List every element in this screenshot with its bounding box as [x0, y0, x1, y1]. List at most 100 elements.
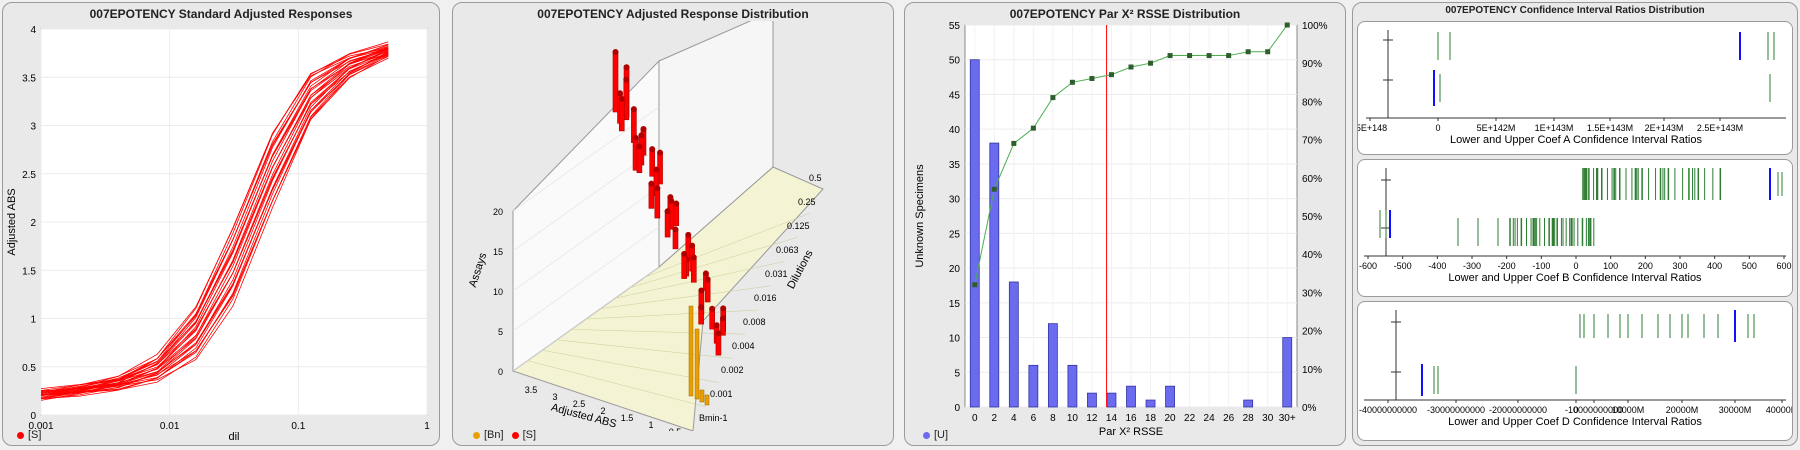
- cumulative-point: [1050, 95, 1056, 101]
- x-axis-title: dil: [228, 431, 239, 441]
- y2-tick-label: 90%: [1302, 59, 1322, 70]
- histogram-bar: [1145, 399, 1156, 408]
- bar-s: [715, 332, 722, 356]
- y-tick-label: 20: [949, 264, 961, 275]
- x-tick-label: 24: [1204, 413, 1216, 424]
- y-tick-label: 40: [949, 125, 961, 136]
- legend-dot-icon: [511, 431, 519, 439]
- x-tick-label: 30000M: [1719, 405, 1752, 415]
- cumulative-point: [1030, 125, 1036, 131]
- histogram-bar: [1028, 364, 1039, 408]
- x-tick-label: 1.5E+143M: [1587, 123, 1633, 133]
- bar-cap: [630, 106, 637, 113]
- cumulative-point: [1011, 140, 1017, 146]
- bar-cap: [702, 270, 709, 277]
- bar-cap: [668, 197, 675, 204]
- panel-title: 007EPOTENCY Confidence Interval Ratios D…: [1445, 5, 1705, 16]
- bar-cap: [690, 254, 697, 261]
- x-axis-title: Par X² RSSE: [1099, 426, 1163, 438]
- wall-gridline: [512, 226, 660, 332]
- x-tick-label: 1: [424, 421, 430, 432]
- back-wall-right: [658, 21, 774, 269]
- x-tick-label: -500: [1394, 261, 1412, 271]
- bar-cap: [713, 322, 720, 329]
- x-tick-label: 0.001: [28, 421, 53, 432]
- x-tick-label: 2: [992, 413, 998, 424]
- bar-cap: [709, 305, 716, 312]
- cumulative-point: [1245, 49, 1251, 55]
- coef-a-plot: -5E+148 0 5E+142M 1E+143M 1.5E+143M 2E+143M 2.…: [1353, 30, 1786, 146]
- z-axis-title: Assays: [467, 251, 490, 289]
- floor-gridline: [629, 237, 798, 289]
- bar-bn: [699, 389, 705, 403]
- curve-line: [40, 51, 389, 400]
- z-tick-label: 20: [493, 207, 503, 217]
- x-tick-label: 0: [1435, 123, 1440, 133]
- y-tick-label: 45: [949, 90, 961, 101]
- floor-gridline: [644, 212, 811, 278]
- x-tick-label: 22: [1184, 413, 1196, 424]
- y2-tick-label: 30%: [1302, 288, 1322, 299]
- bar-cap: [636, 143, 643, 150]
- y2-tick-label: 50%: [1302, 212, 1322, 223]
- y-tick-label: 30: [949, 195, 961, 206]
- y-tick-label: 0.031: [765, 269, 788, 279]
- x-tick-label: 2E+143M: [1645, 123, 1684, 133]
- x-tick-label: 0.01: [160, 421, 180, 432]
- x-tick-label: 10000M: [1612, 405, 1645, 415]
- x-tick-label: -300: [1463, 261, 1481, 271]
- bar-s: [704, 279, 711, 303]
- bar-s: [618, 98, 625, 132]
- coef-d-chart: -40000000000 -30000000000 -20000000000 -100…: [1357, 301, 1798, 441]
- cumulative-point: [1069, 79, 1075, 85]
- y-tick-label: 1.5: [22, 266, 36, 277]
- y-tick-label: 1: [30, 315, 36, 326]
- legend-label: [S]: [28, 429, 42, 441]
- y-tick-label: 5: [954, 368, 960, 379]
- x-tick-label: 20: [1164, 413, 1176, 424]
- x-tick-label: 6: [1031, 413, 1037, 424]
- x-tick-label: -20000000000: [1489, 405, 1547, 415]
- legend-label-s: [S]: [522, 429, 537, 441]
- x-tick-label: 20000M: [1666, 405, 1699, 415]
- x-tick-label: 8: [1050, 413, 1056, 424]
- y2-tick-label: 100%: [1302, 21, 1328, 32]
- bar-cap: [653, 166, 660, 173]
- cumulative-point: [1284, 22, 1290, 28]
- cumulative-point: [1089, 75, 1095, 81]
- y2-tick-label: 10%: [1302, 365, 1322, 376]
- floor-gridline: [527, 360, 707, 408]
- floor-gridline: [585, 309, 759, 320]
- x-tick-label: 2: [600, 406, 605, 416]
- legend-dot-icon: [473, 431, 480, 439]
- z-tick-label: 5: [498, 327, 503, 337]
- standard-responses-chart: 0 0.5 1 1.5 2 2.5 3 3.5 4 0.001 0.01 0.1 1 dil Adjuste…: [6, 25, 430, 441]
- y2-tick-label: 60%: [1302, 174, 1322, 185]
- y-tick-label: 0.25: [798, 197, 816, 207]
- curve-line: [40, 43, 389, 393]
- z-tick-label: 0: [498, 367, 503, 377]
- x-tick-label: -30000000000: [1427, 405, 1485, 415]
- x-tick-label: 12: [1086, 413, 1098, 424]
- x-axis-title: Lower and Upper Coef D Confidence Interv…: [1448, 416, 1702, 428]
- floor-gridline: [615, 261, 785, 299]
- x-tick-label: 4: [1011, 413, 1017, 424]
- x-axis-title: Lower and Upper Coef B Confidence Interv…: [1448, 272, 1702, 284]
- y-tick-label: 0.001: [710, 389, 733, 399]
- standard-responses-panel: 007EPOTENCY Standard Adjusted Responses …: [2, 2, 440, 446]
- z-tick-label: 10: [493, 287, 503, 297]
- histogram-bar: [1165, 385, 1175, 408]
- x-tick-label: 30: [1262, 413, 1274, 424]
- y-tick-label: 4: [30, 25, 36, 36]
- panel-title: 007EPOTENCY Standard Adjusted Responses: [89, 7, 353, 21]
- x-tick-label: 14: [1106, 413, 1118, 424]
- x-tick-label: -600: [1359, 261, 1377, 271]
- rsse-distribution-chart: 05101520253035404550550%10%20%30%40%50%6…: [914, 21, 1328, 438]
- x-tick-label: 5E+142M: [1477, 123, 1516, 133]
- wall-gridline: [512, 186, 660, 292]
- bar-cap: [612, 49, 619, 55]
- y-tick-label: 0: [954, 403, 960, 414]
- y-tick-label: 0.016: [754, 293, 777, 303]
- cumulative-point: [1265, 49, 1271, 55]
- x-tick-label: 3.5: [525, 385, 538, 395]
